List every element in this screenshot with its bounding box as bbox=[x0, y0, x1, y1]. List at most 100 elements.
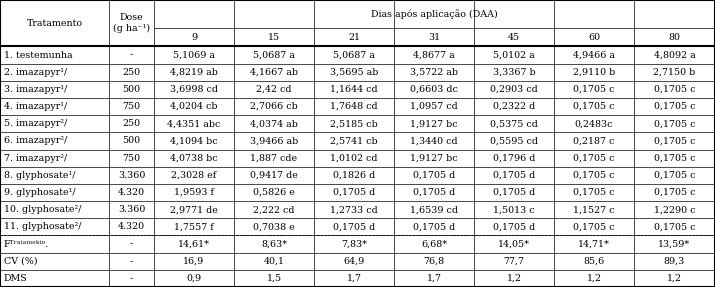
Text: 9: 9 bbox=[191, 33, 197, 42]
Text: 2,42 cd: 2,42 cd bbox=[256, 85, 292, 94]
Text: 0,1705 c: 0,1705 c bbox=[573, 154, 615, 163]
Text: 1,7648 cd: 1,7648 cd bbox=[330, 102, 378, 111]
Text: 1,0102 cd: 1,0102 cd bbox=[330, 154, 378, 163]
Text: 0,1705 c: 0,1705 c bbox=[654, 154, 695, 163]
Text: Tratamento: Tratamento bbox=[26, 19, 82, 28]
Text: 750: 750 bbox=[122, 154, 141, 163]
Text: 2,5741 cb: 2,5741 cb bbox=[330, 137, 378, 146]
Text: 2. imazapyr¹/: 2. imazapyr¹/ bbox=[4, 68, 66, 77]
Text: DMS: DMS bbox=[4, 274, 27, 283]
Text: 14,71*: 14,71* bbox=[578, 240, 610, 249]
Text: 1,0957 cd: 1,0957 cd bbox=[410, 102, 458, 111]
Text: 0,2322 d: 0,2322 d bbox=[493, 102, 535, 111]
Text: 5,0687 a: 5,0687 a bbox=[253, 51, 295, 60]
Text: 11. glyphosate²/: 11. glyphosate²/ bbox=[4, 222, 81, 231]
Text: 4.320: 4.320 bbox=[118, 188, 145, 197]
Text: -: - bbox=[130, 240, 133, 249]
Text: 0,1826 d: 0,1826 d bbox=[333, 171, 375, 180]
Text: 7. imazapyr²/: 7. imazapyr²/ bbox=[4, 154, 66, 163]
Text: 0,1705 c: 0,1705 c bbox=[654, 85, 695, 94]
Text: 0,1705 c: 0,1705 c bbox=[573, 85, 615, 94]
Text: 31: 31 bbox=[428, 33, 440, 42]
Text: 2,9110 b: 2,9110 b bbox=[573, 68, 615, 77]
Text: 1,887 cde: 1,887 cde bbox=[250, 154, 297, 163]
Text: 4,0738 bc: 4,0738 bc bbox=[170, 154, 218, 163]
Text: 76,8: 76,8 bbox=[423, 257, 445, 266]
Text: 0,9: 0,9 bbox=[187, 274, 202, 283]
Text: 2,3028 ef: 2,3028 ef bbox=[172, 171, 217, 180]
Text: 40,1: 40,1 bbox=[264, 257, 285, 266]
Text: 1,1644 cd: 1,1644 cd bbox=[330, 85, 378, 94]
Text: 2,222 cd: 2,222 cd bbox=[253, 205, 295, 214]
Text: 4,1094 bc: 4,1094 bc bbox=[170, 137, 218, 146]
Text: 0,1705 d: 0,1705 d bbox=[413, 188, 455, 197]
Text: 0,1796 d: 0,1796 d bbox=[493, 154, 536, 163]
Text: 0,1705 c: 0,1705 c bbox=[573, 171, 615, 180]
Text: 2,7066 cb: 2,7066 cb bbox=[250, 102, 298, 111]
Text: 6,68*: 6,68* bbox=[421, 240, 447, 249]
Text: 60: 60 bbox=[588, 33, 600, 42]
Text: 2,9771 de: 2,9771 de bbox=[170, 205, 218, 214]
Text: 16,9: 16,9 bbox=[183, 257, 204, 266]
Text: 0,6603 dc: 0,6603 dc bbox=[410, 85, 458, 94]
Text: 1,1527 c: 1,1527 c bbox=[573, 205, 615, 214]
Text: 0,5595 cd: 0,5595 cd bbox=[490, 137, 538, 146]
Text: 0,1705 d: 0,1705 d bbox=[413, 222, 455, 231]
Text: 250: 250 bbox=[122, 119, 141, 128]
Text: -: - bbox=[130, 51, 133, 60]
Text: 4,8219 ab: 4,8219 ab bbox=[170, 68, 218, 77]
Text: 1,3440 cd: 1,3440 cd bbox=[410, 137, 458, 146]
Text: 4,8677 a: 4,8677 a bbox=[413, 51, 455, 60]
Text: 0,1705 c: 0,1705 c bbox=[573, 222, 615, 231]
Text: 4. imazapyr¹/: 4. imazapyr¹/ bbox=[4, 102, 66, 111]
Text: 1,2290 c: 1,2290 c bbox=[654, 205, 695, 214]
Text: 5,0687 a: 5,0687 a bbox=[333, 51, 375, 60]
Text: 14,05*: 14,05* bbox=[498, 240, 530, 249]
Text: 500: 500 bbox=[122, 137, 141, 146]
Text: 1,5: 1,5 bbox=[267, 274, 282, 283]
Text: 4,1667 ab: 4,1667 ab bbox=[250, 68, 298, 77]
Text: 80: 80 bbox=[669, 33, 681, 42]
Text: 0,7038 e: 0,7038 e bbox=[253, 222, 295, 231]
Text: 9. glyphosate¹/: 9. glyphosate¹/ bbox=[4, 188, 75, 197]
Text: 0,9417 de: 0,9417 de bbox=[250, 171, 298, 180]
Text: 4.320: 4.320 bbox=[118, 222, 145, 231]
Text: 0,5826 e: 0,5826 e bbox=[253, 188, 295, 197]
Text: 0,1705 c: 0,1705 c bbox=[654, 137, 695, 146]
Text: 0,1705 c: 0,1705 c bbox=[654, 171, 695, 180]
Text: 1,2733 cd: 1,2733 cd bbox=[330, 205, 378, 214]
Text: 1. testemunha: 1. testemunha bbox=[4, 51, 72, 60]
Text: 1,7557 f: 1,7557 f bbox=[174, 222, 214, 231]
Text: Dias após aplicação (DAA): Dias após aplicação (DAA) bbox=[371, 9, 498, 19]
Text: 0,1705 c: 0,1705 c bbox=[654, 102, 695, 111]
Text: 3.360: 3.360 bbox=[118, 205, 145, 214]
Text: 0,2903 cd: 0,2903 cd bbox=[490, 85, 538, 94]
Text: 1,7: 1,7 bbox=[347, 274, 362, 283]
Text: 89,3: 89,3 bbox=[664, 257, 685, 266]
Text: 21: 21 bbox=[348, 33, 360, 42]
Text: 2,7150 b: 2,7150 b bbox=[654, 68, 696, 77]
Text: 7,83*: 7,83* bbox=[341, 240, 367, 249]
Text: 64,9: 64,9 bbox=[343, 257, 365, 266]
Text: 4,8092 a: 4,8092 a bbox=[654, 51, 696, 60]
Text: 1,5013 c: 1,5013 c bbox=[493, 205, 535, 214]
Text: 0,2187 c: 0,2187 c bbox=[573, 137, 615, 146]
Text: 15: 15 bbox=[268, 33, 280, 42]
Text: 0,1705 d: 0,1705 d bbox=[493, 222, 535, 231]
Text: 5,0102 a: 5,0102 a bbox=[493, 51, 535, 60]
Text: 2,5185 cb: 2,5185 cb bbox=[330, 119, 378, 128]
Text: 3,6998 cd: 3,6998 cd bbox=[170, 85, 218, 94]
Text: 0,1705 d: 0,1705 d bbox=[493, 188, 535, 197]
Text: 0,1705 d: 0,1705 d bbox=[493, 171, 535, 180]
Text: 85,6: 85,6 bbox=[583, 257, 605, 266]
Text: 10. glyphosate²/: 10. glyphosate²/ bbox=[4, 205, 81, 214]
Text: 0,1705 c: 0,1705 c bbox=[573, 188, 615, 197]
Text: 1,9593 f: 1,9593 f bbox=[174, 188, 214, 197]
Text: 6. imazapyr²/: 6. imazapyr²/ bbox=[4, 137, 67, 146]
Text: 0,1705 c: 0,1705 c bbox=[654, 188, 695, 197]
Text: -: - bbox=[130, 274, 133, 283]
Text: 4,0374 ab: 4,0374 ab bbox=[250, 119, 298, 128]
Text: 3,3367 b: 3,3367 b bbox=[493, 68, 536, 77]
Text: 14,61*: 14,61* bbox=[178, 240, 210, 249]
Text: 3,9466 ab: 3,9466 ab bbox=[250, 137, 298, 146]
